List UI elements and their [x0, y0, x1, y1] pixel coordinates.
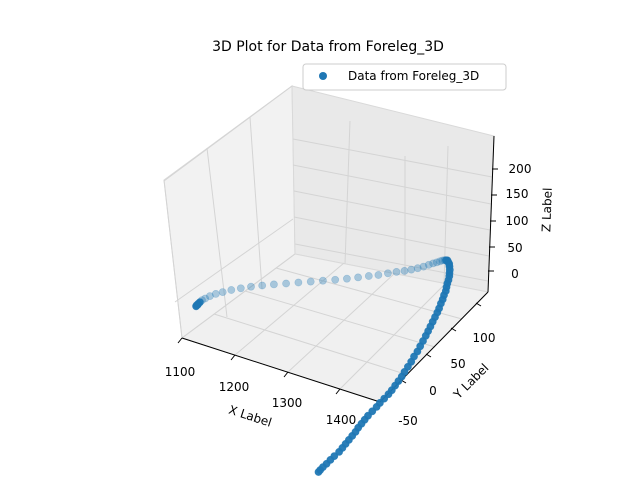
- y-tick-label: 100: [473, 331, 496, 345]
- data-point: [413, 264, 422, 273]
- grid-line: [344, 120, 351, 265]
- grid-line: [249, 116, 263, 290]
- data-point: [306, 277, 315, 286]
- tick-mark: [230, 354, 236, 361]
- legend-marker: [319, 72, 327, 80]
- z-axis-label: Z Label: [539, 187, 555, 232]
- grid-line: [174, 218, 294, 303]
- data-point: [294, 278, 303, 287]
- x-tick-label: 1400: [326, 413, 357, 427]
- grid-line: [163, 85, 293, 182]
- data-point: [247, 282, 255, 291]
- grid-line: [294, 243, 489, 282]
- tick-marks: [177, 168, 498, 395]
- tick-mark: [450, 327, 457, 332]
- data-point: [432, 258, 441, 267]
- data-point: [342, 274, 351, 283]
- grid-line: [292, 164, 492, 205]
- data-point: [227, 286, 236, 294]
- z-tick-label: 150: [506, 187, 529, 201]
- data-point: [354, 273, 362, 282]
- data-point: [218, 288, 227, 296]
- y-tick-label: 50: [450, 357, 465, 371]
- grid-line: [234, 262, 345, 356]
- legend-label: Data from Foreleg_3D: [348, 69, 479, 83]
- grid-line: [213, 313, 409, 376]
- data-point: [269, 280, 278, 289]
- data-point: [364, 272, 373, 280]
- grid-line: [293, 216, 490, 257]
- data-point: [435, 257, 444, 266]
- grid-line: [292, 138, 493, 178]
- data-point: [392, 267, 401, 276]
- chart-title: 3D Plot for Data from Foreleg_3D: [212, 39, 444, 55]
- grid-line: [275, 267, 463, 320]
- data-point: [438, 256, 447, 265]
- data-point: [400, 266, 409, 275]
- data-point: [374, 271, 383, 279]
- z-tick-label: 50: [507, 241, 522, 255]
- grid-line: [206, 147, 228, 318]
- grid-line: [163, 179, 183, 339]
- data-point: [236, 284, 245, 293]
- z-tick-label: 0: [511, 267, 519, 281]
- z-axis-line: [487, 135, 495, 293]
- grid-line: [293, 190, 491, 231]
- grid-line: [287, 272, 396, 373]
- grid-line: [244, 290, 436, 348]
- data-points: [192, 256, 454, 476]
- legend-box: [302, 63, 507, 91]
- y-tick-label: -50: [398, 414, 418, 428]
- data-point: [258, 281, 267, 290]
- data-point: [205, 292, 214, 300]
- z-tick-label: 200: [509, 162, 532, 176]
- x-tick-label: 1100: [165, 365, 196, 379]
- data-point: [419, 262, 428, 271]
- data-point: [383, 269, 392, 278]
- data-point: [424, 260, 433, 269]
- data-point: [211, 289, 220, 298]
- x-axis-label: X Label: [227, 403, 274, 430]
- grid-line: [339, 282, 447, 390]
- x-axis-line: [181, 337, 381, 403]
- data-point: [407, 265, 416, 274]
- data-point: [201, 294, 210, 303]
- legend: Data from Foreleg_3D: [302, 63, 507, 91]
- x-tick-label: 1200: [219, 380, 250, 394]
- z-tick-label: 100: [506, 214, 529, 228]
- y-tick-label: 0: [429, 384, 437, 398]
- tick-mark: [283, 371, 289, 378]
- data-point: [318, 276, 327, 285]
- x-tick-label: 1300: [272, 396, 303, 410]
- data-point: [442, 256, 450, 265]
- data-point: [282, 279, 290, 288]
- data-point: [192, 302, 200, 311]
- tick-mark: [335, 388, 341, 395]
- data-point: [331, 275, 340, 284]
- tick-mark: [425, 353, 432, 358]
- data-point: [440, 256, 449, 265]
- data-point: [429, 259, 437, 268]
- tick-mark: [177, 337, 183, 344]
- tick-mark: [475, 302, 482, 307]
